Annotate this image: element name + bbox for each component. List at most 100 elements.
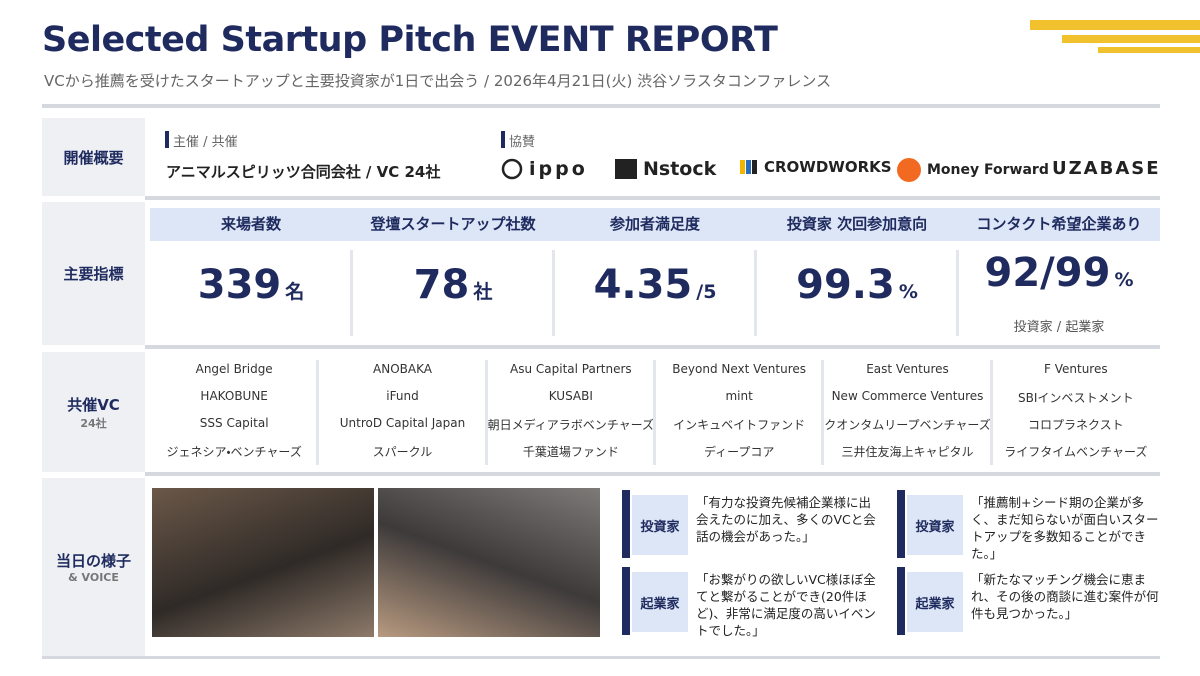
sublabel: & VOICE bbox=[68, 571, 119, 584]
vc-name: New Commerce Ventures bbox=[831, 389, 984, 403]
metric: 78 社 bbox=[352, 262, 554, 308]
deco bbox=[1030, 20, 1200, 30]
icon bbox=[740, 160, 757, 174]
quote-role: 投資家 bbox=[907, 495, 963, 555]
metric-name: コンタクト希望企業あり bbox=[958, 208, 1160, 241]
vc-name: HAKOBUNE bbox=[200, 389, 268, 403]
title: Selected Startup Pitch EVENT REPORT bbox=[42, 20, 778, 60]
icon bbox=[897, 158, 921, 182]
icon bbox=[501, 158, 523, 180]
quote-text: 「新たなマッチング機会に恵まれ、その後の商談に進む案件が何件も見つかった。」 bbox=[971, 572, 1159, 621]
deco bbox=[1062, 35, 1200, 43]
quote-bar bbox=[622, 567, 630, 635]
host: アニマルスピリッツ合同会社 / VC 24社 bbox=[166, 163, 441, 181]
label: 開催概要 bbox=[63, 148, 124, 167]
logo: UZABASE bbox=[1052, 158, 1161, 179]
label: 主要指標 bbox=[63, 265, 124, 283]
vc-name: ライフタイムベンチャーズ bbox=[1004, 445, 1148, 459]
row-label: 開催概要 bbox=[42, 118, 145, 196]
vc-name: East Ventures bbox=[866, 362, 949, 376]
logo-text: Nstock bbox=[643, 158, 717, 180]
vc-name: UntroD Capital Japan bbox=[339, 416, 466, 430]
vc-name: Beyond Next Ventures bbox=[672, 362, 807, 376]
vc-name: 三井住友海上キャピタル bbox=[841, 445, 974, 459]
row-label: 当日の様子 & VOICE bbox=[42, 478, 145, 656]
label: 当日の様子 bbox=[55, 552, 131, 570]
divider bbox=[145, 345, 1160, 349]
vc-name: 朝日メディアラボベンチャーズ bbox=[487, 418, 655, 432]
metric-value: 339 bbox=[197, 262, 282, 308]
separator bbox=[956, 250, 959, 336]
vc-name: ANOBAKA bbox=[373, 362, 432, 376]
metric-value: 92/99 bbox=[984, 250, 1111, 296]
metric-value: 78 bbox=[413, 262, 470, 308]
separator bbox=[484, 360, 488, 465]
logo: CROWDWORKS bbox=[740, 158, 892, 176]
photo bbox=[152, 488, 374, 637]
separator bbox=[350, 250, 353, 336]
metric-name: 参加者満足度 bbox=[554, 208, 756, 241]
metric-unit: % bbox=[1114, 269, 1134, 291]
vc-name: ジェネシア・ベンチャーズ bbox=[166, 445, 302, 459]
metric-unit: 名 bbox=[285, 281, 305, 303]
quote-role: 起業家 bbox=[907, 572, 963, 632]
vc-name: mint bbox=[725, 389, 753, 403]
separator bbox=[821, 360, 825, 465]
divider bbox=[145, 472, 1160, 476]
divider bbox=[42, 104, 1160, 108]
metric-value: 99.3 bbox=[796, 262, 895, 308]
vc-name: コロプラネクスト bbox=[1027, 418, 1124, 432]
separator bbox=[989, 360, 993, 465]
quote-text: 「有力な投資先候補企業様に出会えたのに加え、多くのVCと会話の機会があった。」 bbox=[696, 495, 876, 544]
label: 共催VC bbox=[67, 395, 120, 414]
separator bbox=[552, 250, 555, 336]
separator bbox=[653, 360, 656, 465]
quote-bar bbox=[897, 490, 905, 558]
metric-name: 投資家 次回参加意向 bbox=[756, 208, 958, 241]
vc-name: KUSABI bbox=[548, 389, 593, 403]
logo-text: UZABASE bbox=[1052, 158, 1161, 179]
sublabel: 24社 bbox=[80, 416, 107, 430]
logo-text: CROWDWORKS bbox=[764, 158, 892, 176]
quote-role: 投資家 bbox=[632, 495, 688, 555]
vc-name: スパークル bbox=[372, 445, 433, 459]
vc-name: 千葉道場ファンド bbox=[522, 445, 619, 459]
vc-name: SBIインベストメント bbox=[1018, 391, 1134, 405]
row-label: 共催VC 24社 bbox=[42, 352, 145, 472]
photo bbox=[378, 488, 600, 637]
host-label: 主催 / 共催 bbox=[173, 135, 238, 150]
metric-name: 来場者数 bbox=[150, 208, 352, 241]
mark bbox=[501, 131, 505, 148]
logo-text: Money Forward bbox=[927, 162, 1049, 178]
logo: Money Forward bbox=[897, 158, 1049, 182]
deco bbox=[1098, 47, 1200, 53]
logo: Nstock bbox=[615, 158, 716, 180]
subtitle: VCから推薦を受けたスタートアップと主要投資家が1日で出会う / 2026年4月… bbox=[44, 72, 832, 90]
quote-role: 起業家 bbox=[632, 572, 688, 632]
vc-name: F Ventures bbox=[1044, 362, 1108, 376]
logo: ippo bbox=[501, 158, 588, 180]
icon bbox=[615, 159, 637, 179]
metric: 339 名 bbox=[150, 262, 352, 308]
mark bbox=[165, 131, 169, 148]
metric-unit: 社 bbox=[473, 281, 493, 303]
metric-value: 4.35 bbox=[593, 262, 693, 308]
quote-bar bbox=[622, 490, 630, 558]
sponsor-label: 協賛 bbox=[509, 135, 536, 150]
vc-name: SSS Capital bbox=[199, 416, 269, 430]
metric-note: 投資家 / 起業家 bbox=[1013, 320, 1105, 335]
vc-name: インキュベイトファンド bbox=[673, 418, 806, 432]
metric: 4.35/5 bbox=[554, 262, 756, 308]
divider bbox=[145, 196, 1160, 200]
separator bbox=[754, 250, 757, 336]
row-label: 主要指標 bbox=[42, 202, 145, 345]
quote-text: 「お繋がりの欲しいVC様ほぼ全てと繋がることができ(20件ほど)、非常に満足度の… bbox=[696, 572, 876, 638]
vc-name: Angel Bridge bbox=[195, 362, 273, 376]
vc-name: ディープコア bbox=[703, 445, 775, 459]
metric-unit: /5 bbox=[696, 281, 717, 303]
separator bbox=[316, 360, 320, 465]
divider bbox=[42, 656, 1160, 659]
vc-name: iFund bbox=[386, 389, 419, 403]
vc-name: クオンタムリープベンチャーズ bbox=[824, 418, 991, 432]
